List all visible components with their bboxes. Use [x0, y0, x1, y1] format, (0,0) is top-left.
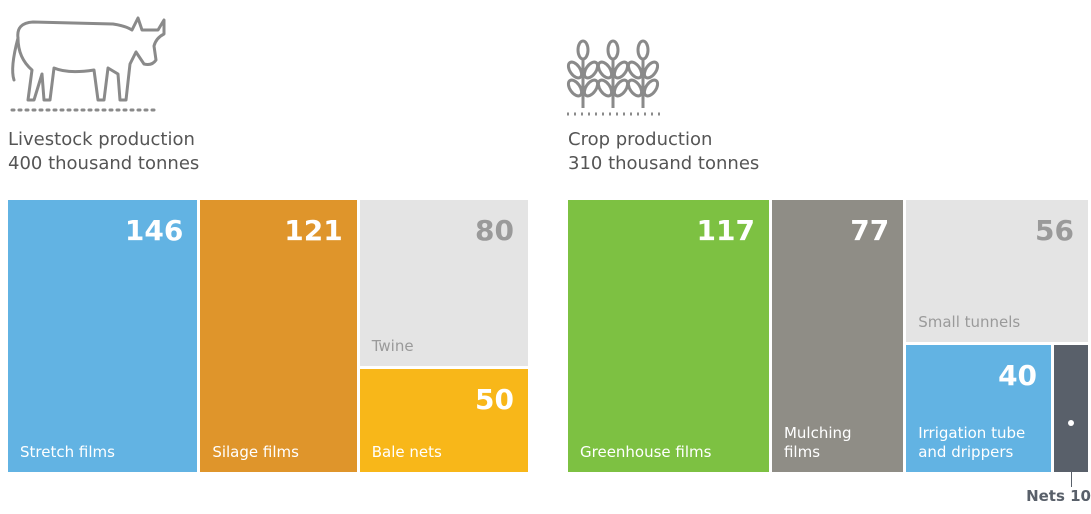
cell-name: Stretch films — [20, 443, 115, 461]
treemap-cell: 77 Mulching films — [771, 200, 904, 472]
cell-value: 77 — [850, 214, 890, 247]
cell-value: 56 — [1035, 214, 1074, 247]
outside-label: Nets 10 — [1026, 487, 1091, 505]
treemap-cell: 40 Irrigation tube and drippers — [906, 345, 1052, 472]
cell-value: 40 — [998, 359, 1038, 393]
leader-line — [1070, 423, 1072, 487]
cell-value: 121 — [284, 214, 343, 247]
chart-subtitle: 400 thousand tonnes — [8, 153, 200, 174]
cell-name: Greenhouse films — [580, 443, 712, 461]
cell-value: 50 — [475, 383, 514, 417]
title-block: Crop production 310 thousand tonnes — [568, 128, 759, 176]
cow-icon — [10, 16, 166, 112]
cell-value: 146 — [124, 214, 184, 247]
cell-name: Bale nets — [371, 442, 442, 461]
cell-name: Small tunnels — [918, 313, 1021, 332]
cell-value: 10 — [1070, 487, 1091, 505]
treemap-cell: 121 Silage films — [200, 200, 357, 472]
cell-value: 80 — [475, 214, 514, 247]
cell-name: Twine — [371, 337, 414, 356]
treemap-cell: 56 Small tunnels — [906, 200, 1088, 343]
treemap-cell: 80 Twine — [359, 200, 528, 367]
cell-value: 117 — [696, 214, 755, 247]
wheat-icon — [566, 39, 665, 116]
title-block: Livestock production 400 thousand tonnes — [8, 128, 199, 176]
cell-name: Irrigation tube and drippers — [918, 423, 1026, 461]
chart-title: Livestock production — [8, 129, 195, 150]
chart-title: Crop production — [568, 129, 713, 150]
treemap-cell: 50 Bale nets — [359, 369, 528, 472]
treemap-cell: 117 Greenhouse films — [568, 200, 769, 472]
cell-name: Silage films — [212, 443, 299, 461]
cell-name: Nets — [1026, 487, 1065, 505]
treemap-cell: 146 Stretch films — [8, 200, 198, 472]
leader-dot — [1068, 420, 1075, 427]
chart-subtitle: 310 thousand tonnes — [568, 153, 760, 174]
cell-name: Mulching films — [783, 424, 852, 461]
